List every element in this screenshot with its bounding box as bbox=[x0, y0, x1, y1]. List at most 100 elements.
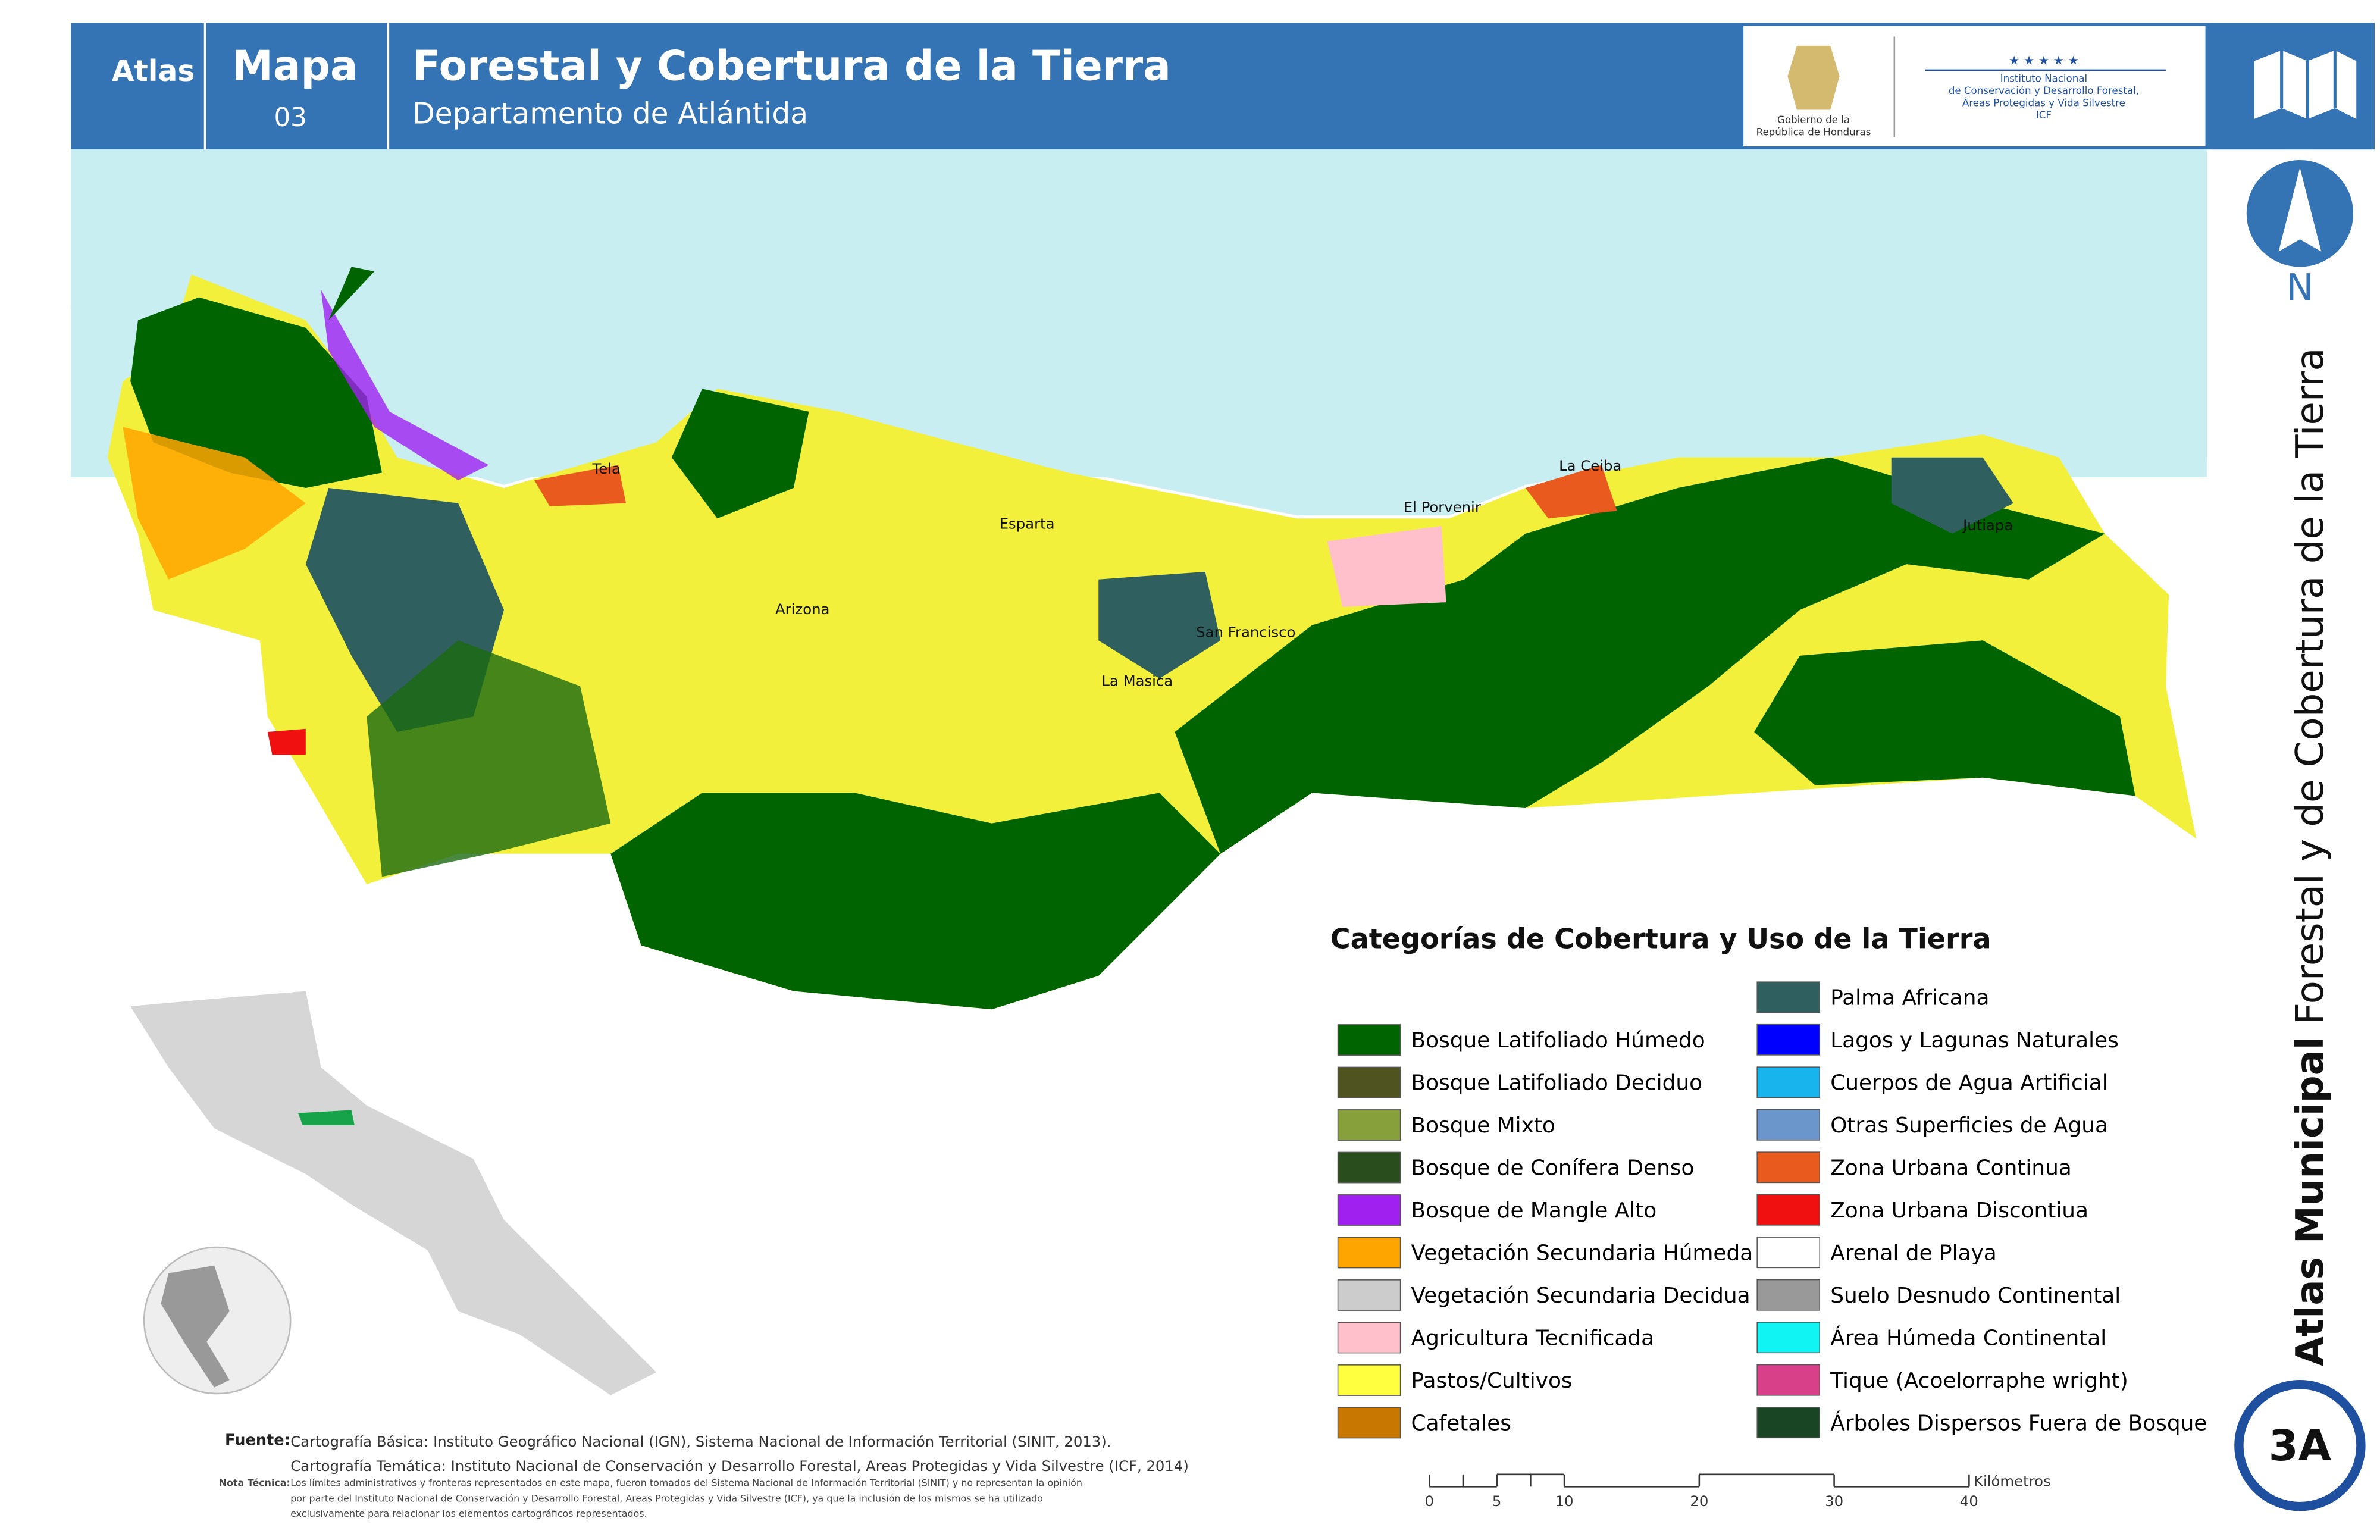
legend-swatch bbox=[1337, 1151, 1401, 1184]
subtitle: Departamento de Atlántida bbox=[412, 98, 808, 131]
atlantida-highlight bbox=[298, 1110, 355, 1126]
legend-swatch bbox=[1756, 1322, 1821, 1354]
sea bbox=[71, 149, 2207, 516]
legend-label: Vegetación Secundaria Decidua bbox=[1411, 1284, 1750, 1308]
scale-unit: Kilómetros bbox=[1974, 1473, 2051, 1490]
scale-label: 20 bbox=[1690, 1492, 1708, 1510]
legend-swatch bbox=[1337, 1407, 1401, 1439]
legend-label: Pastos/Cultivos bbox=[1411, 1369, 1573, 1393]
legend-label: Arenal de Playa bbox=[1830, 1241, 1997, 1265]
scale-bar: 0 5 10 20 30 40 bbox=[1425, 1473, 1978, 1510]
legend-label: Árboles Dispersos Fuera de Bosque bbox=[1830, 1410, 2207, 1435]
place-label: Arizona bbox=[775, 600, 829, 618]
place-label: El Porvenir bbox=[1404, 498, 1481, 515]
legend-swatch bbox=[1756, 1066, 1821, 1098]
legend-swatch bbox=[1756, 1194, 1821, 1226]
urban-patch bbox=[534, 465, 626, 506]
secondary-veg-patch bbox=[123, 427, 306, 580]
north-arrow bbox=[2278, 167, 2322, 252]
legend-label: Palma Africana bbox=[1830, 985, 1989, 1010]
legend-label: Zona Urbana Continua bbox=[1830, 1156, 2072, 1180]
urban-patch bbox=[267, 728, 306, 755]
note-line: exclusivamente para relacionar los eleme… bbox=[290, 1508, 647, 1519]
place-label: La Masica bbox=[1101, 672, 1173, 689]
atlas-label: Atlas bbox=[112, 55, 195, 88]
legend-swatch bbox=[1337, 1109, 1401, 1141]
logo-gov-text: República de Honduras bbox=[1756, 126, 1871, 137]
legend-label: Bosque de Mangle Alto bbox=[1411, 1198, 1657, 1223]
scale-label: 30 bbox=[1825, 1492, 1843, 1510]
legend-swatch bbox=[1756, 1109, 1821, 1141]
mangrove bbox=[321, 289, 489, 481]
mapa-label: Mapa bbox=[232, 42, 358, 90]
legend-swatch bbox=[1756, 1279, 1821, 1311]
legend-swatch bbox=[1337, 1066, 1401, 1098]
agriculture-patch bbox=[1327, 526, 1446, 607]
place-label: Esparta bbox=[1000, 515, 1055, 532]
scale-label: 0 bbox=[1425, 1492, 1434, 1510]
legend-label: Bosque Latifoliado Húmedo bbox=[1411, 1028, 1705, 1053]
legend-swatch bbox=[1756, 1023, 1821, 1056]
central-america bbox=[130, 991, 657, 1395]
palm-patch bbox=[1098, 571, 1221, 679]
place-label: Tela bbox=[592, 460, 621, 477]
legend-title: Categorías de Cobertura y Uso de la Tier… bbox=[1330, 922, 1991, 954]
logo-icf-text: Áreas Protegidas y Vida Silvestre bbox=[1962, 98, 2125, 109]
coat-of-arms bbox=[1787, 45, 1840, 110]
forest-patch bbox=[1754, 640, 2135, 796]
scale-label: 5 bbox=[1492, 1492, 1501, 1510]
stars: ★ ★ ★ ★ ★ bbox=[2009, 53, 2079, 67]
place-labels: Tela Esparta Arizona San Francisco La Masica… bbox=[592, 457, 2013, 689]
place-label: San Francisco bbox=[1196, 623, 1295, 640]
legend-label: Otras Superficies de Agua bbox=[1830, 1113, 2108, 1138]
side-subtitle: Forestal y de Cobertura de la Tierra bbox=[2288, 348, 2332, 1025]
title: Forestal y Cobertura de la Tierra bbox=[412, 42, 1171, 90]
forest-patch bbox=[610, 793, 1221, 1010]
note-line: Los límites administrativos y fronteras … bbox=[290, 1478, 1082, 1489]
north-label: N bbox=[2286, 266, 2313, 309]
map-icon bbox=[2254, 50, 2357, 119]
legend-label: Tique (Acoelorraphe wright) bbox=[1830, 1369, 2128, 1393]
globe-land bbox=[161, 1265, 230, 1388]
logo-gov-text: Gobierno de la bbox=[1777, 114, 1850, 126]
logo-icf-text: Instituto Nacional bbox=[2000, 73, 2087, 84]
side-atlas: Atlas Municipal bbox=[2288, 1037, 2332, 1366]
legend-swatch bbox=[1337, 1024, 1401, 1056]
legend-label: Bosque Latifoliado Deciduo bbox=[1411, 1071, 1703, 1095]
forest-patch bbox=[671, 389, 809, 519]
legend-label: Zona Urbana Discontiua bbox=[1830, 1198, 2088, 1223]
note-line: por parte del Instituto Nacional de Cons… bbox=[290, 1492, 1043, 1504]
legend-swatch bbox=[1756, 981, 1821, 1013]
map-code: 3A bbox=[2269, 1420, 2332, 1470]
logo-icf-text: de Conservación y Desarrollo Forestal, bbox=[1949, 85, 2139, 96]
urban-patch bbox=[1525, 465, 1617, 519]
side-title: Atlas Municipal Forestal y de Cobertura … bbox=[2288, 348, 2332, 1366]
legend-swatch bbox=[1756, 1237, 1821, 1269]
source-label: Fuente: bbox=[225, 1431, 290, 1449]
legend-swatch bbox=[1337, 1364, 1401, 1396]
legend-swatch bbox=[1337, 1279, 1401, 1311]
note-label: Nota Técnica: bbox=[219, 1478, 290, 1489]
legend-label: Suelo Desnudo Continental bbox=[1830, 1284, 2121, 1308]
legend-label: Lagos y Lagunas Naturales bbox=[1830, 1028, 2119, 1053]
legend-label: Cuerpos de Agua Artificial bbox=[1830, 1071, 2107, 1095]
legend-label: Bosque Mixto bbox=[1411, 1113, 1555, 1138]
map-number: 03 bbox=[274, 103, 306, 133]
forest-patch bbox=[1175, 457, 2105, 854]
legend-swatch bbox=[1337, 1322, 1401, 1354]
legend-swatch bbox=[1756, 1364, 1821, 1396]
forest-patch bbox=[130, 297, 382, 488]
legend-swatch bbox=[1337, 1237, 1401, 1269]
code-circle bbox=[2234, 1379, 2366, 1511]
legend-label: Vegetación Secundaria Húmeda bbox=[1411, 1241, 1753, 1266]
map-icon-fold bbox=[2280, 50, 2337, 119]
legend: Bosque Latifoliado Húmedo Bosque Latifoli… bbox=[1337, 981, 2207, 1439]
place-label: Jutiapa bbox=[1962, 517, 2013, 534]
legend-swatch bbox=[1756, 1407, 1821, 1439]
source-line: Cartografía Básica: Instituto Geográfico… bbox=[290, 1433, 1111, 1450]
legend-label: Agricultura Tecnificada bbox=[1411, 1326, 1655, 1351]
legend-swatch bbox=[1756, 1151, 1821, 1184]
scale-label: 40 bbox=[1960, 1492, 1978, 1510]
legend-swatch bbox=[1337, 1194, 1401, 1226]
